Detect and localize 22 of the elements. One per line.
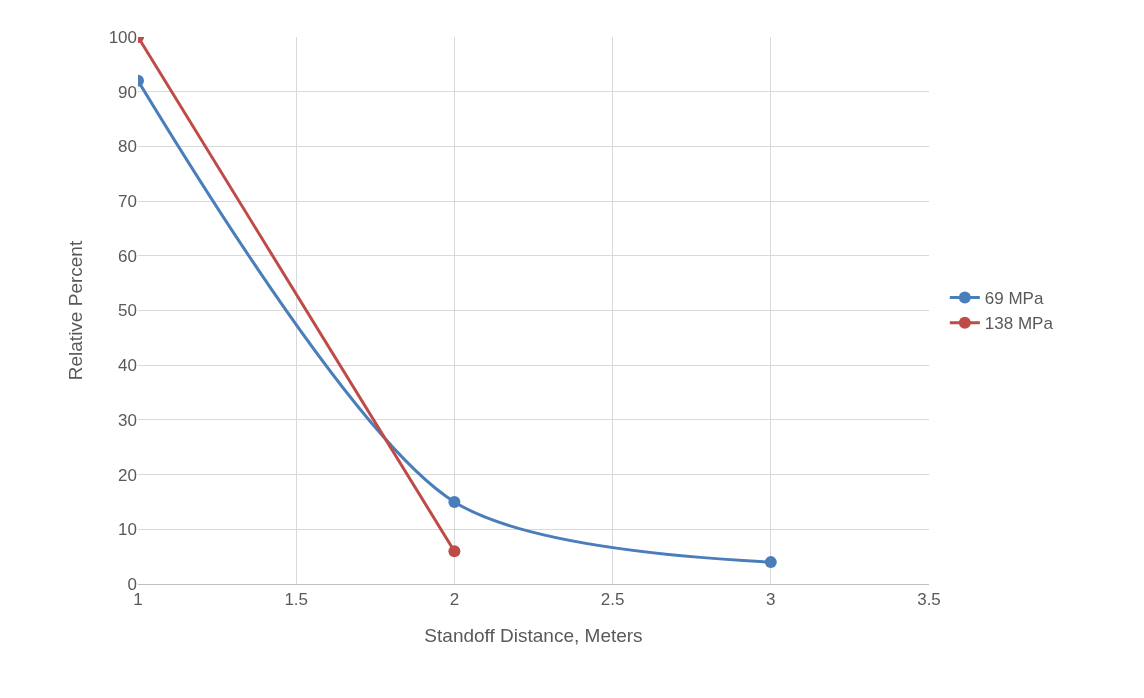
y-tick-label: 90 xyxy=(118,82,137,102)
y-tick-label: 10 xyxy=(118,520,137,540)
y-axis-title: Relative Percent xyxy=(65,240,87,381)
point xyxy=(448,495,461,508)
y-tick-label: 100 xyxy=(108,27,137,47)
legend-label: 138 MPa xyxy=(984,314,1054,334)
x-axis-title: Standoff Distance, Meters xyxy=(424,625,643,647)
y-tick-label: 80 xyxy=(118,137,137,157)
legend-label: 69 MPa xyxy=(984,289,1044,309)
y-tick-label: 20 xyxy=(118,465,137,485)
x-tick-label: 1.5 xyxy=(284,590,309,610)
point xyxy=(764,556,777,569)
y-tick-label: 60 xyxy=(118,246,137,266)
x-tick-label: 3.5 xyxy=(917,590,941,610)
y-tick-label: 50 xyxy=(118,301,137,321)
y-tick-label: 70 xyxy=(118,192,137,212)
x-tick-label: 3 xyxy=(766,590,776,610)
point xyxy=(448,545,461,558)
y-tick-label: 40 xyxy=(118,356,137,376)
x-tick-label: 2.5 xyxy=(600,590,625,610)
y-tick-label: 30 xyxy=(118,410,137,430)
x-tick-label: 2 xyxy=(449,590,460,610)
